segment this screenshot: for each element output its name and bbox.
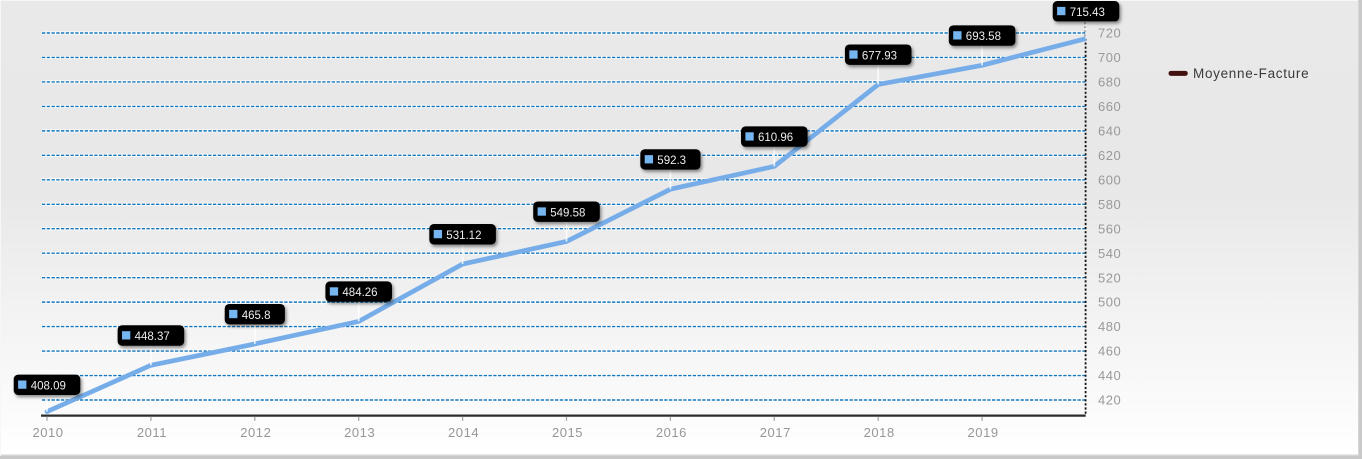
svg-text:2016: 2016 xyxy=(656,425,687,440)
svg-text:560: 560 xyxy=(1098,221,1121,236)
svg-text:520: 520 xyxy=(1098,270,1121,285)
svg-text:480: 480 xyxy=(1098,319,1121,334)
svg-text:592.3: 592.3 xyxy=(657,155,686,167)
svg-text:2013: 2013 xyxy=(344,425,375,440)
svg-text:460: 460 xyxy=(1098,344,1121,359)
svg-text:2019: 2019 xyxy=(968,425,999,440)
svg-text:2015: 2015 xyxy=(552,425,583,440)
svg-text:440: 440 xyxy=(1098,368,1121,383)
svg-text:640: 640 xyxy=(1098,123,1121,138)
svg-text:2011: 2011 xyxy=(137,425,167,440)
svg-text:610.96: 610.96 xyxy=(758,132,793,144)
svg-text:660: 660 xyxy=(1098,99,1121,114)
svg-text:600: 600 xyxy=(1098,172,1121,187)
svg-text:448.37: 448.37 xyxy=(135,331,170,343)
svg-text:620: 620 xyxy=(1098,148,1121,163)
svg-text:Moyenne-Facture: Moyenne-Facture xyxy=(1193,66,1309,81)
svg-text:420: 420 xyxy=(1098,393,1121,408)
svg-text:2010: 2010 xyxy=(32,425,63,440)
svg-text:408.09: 408.09 xyxy=(31,380,66,392)
svg-text:2012: 2012 xyxy=(240,425,271,440)
svg-text:715.43: 715.43 xyxy=(1070,7,1105,19)
svg-text:693.58: 693.58 xyxy=(966,31,1001,43)
svg-text:465.8: 465.8 xyxy=(242,310,271,322)
svg-text:531.12: 531.12 xyxy=(446,230,481,242)
svg-text:500: 500 xyxy=(1098,295,1121,310)
svg-text:680: 680 xyxy=(1098,75,1121,90)
svg-text:484.26: 484.26 xyxy=(342,287,377,299)
svg-text:580: 580 xyxy=(1098,197,1121,212)
svg-text:540: 540 xyxy=(1098,246,1121,261)
svg-text:2018: 2018 xyxy=(864,425,895,440)
svg-text:677.93: 677.93 xyxy=(862,50,897,62)
svg-text:700: 700 xyxy=(1098,50,1121,65)
svg-text:720: 720 xyxy=(1098,26,1121,41)
svg-text:549.58: 549.58 xyxy=(550,207,585,219)
svg-text:2014: 2014 xyxy=(448,425,479,440)
svg-text:2017: 2017 xyxy=(760,425,791,440)
